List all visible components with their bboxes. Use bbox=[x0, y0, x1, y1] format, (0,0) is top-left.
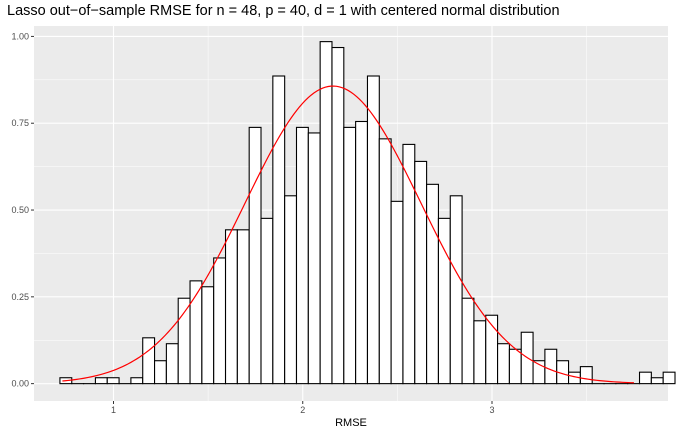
histogram-bar bbox=[319, 41, 333, 385]
x-axis-title: RMSE bbox=[335, 417, 367, 429]
histogram-bar bbox=[284, 195, 298, 385]
histogram-bar bbox=[461, 297, 475, 385]
histogram-bar bbox=[544, 348, 558, 385]
histogram-bar bbox=[260, 217, 274, 385]
histogram-bar bbox=[142, 337, 156, 385]
histogram-bar bbox=[331, 46, 345, 385]
histogram-bar bbox=[295, 126, 309, 385]
histogram-bar bbox=[154, 360, 167, 385]
histogram-bar bbox=[248, 126, 262, 385]
y-tick-label: 0.00 bbox=[11, 379, 29, 389]
histogram-bar bbox=[662, 371, 676, 385]
histogram-bar bbox=[426, 183, 439, 385]
histogram-bar bbox=[272, 75, 286, 385]
histogram-bar bbox=[307, 132, 321, 385]
histogram-bar bbox=[130, 377, 144, 385]
histogram-bars bbox=[59, 41, 676, 385]
histogram-bar bbox=[213, 257, 227, 385]
histogram-bar bbox=[579, 366, 593, 385]
histogram-bar bbox=[201, 286, 215, 385]
histogram-bar bbox=[508, 348, 522, 385]
normal-density-curve bbox=[62, 85, 634, 384]
histogram-bar bbox=[650, 377, 664, 385]
histogram-bar bbox=[638, 371, 652, 385]
x-tick-label: 3 bbox=[489, 405, 494, 415]
histogram-bar bbox=[94, 377, 108, 385]
y-tick-label: 1.00 bbox=[11, 31, 29, 41]
histogram-bar bbox=[343, 126, 357, 385]
histogram-bar bbox=[106, 377, 120, 385]
y-tick-label: 0.75 bbox=[11, 118, 29, 128]
x-axis: 1 2 3 bbox=[111, 401, 495, 415]
histogram-bar bbox=[177, 297, 191, 385]
x-tick-label: 2 bbox=[300, 405, 305, 415]
histogram-bar bbox=[165, 343, 179, 385]
x-tick-label: 1 bbox=[111, 405, 116, 415]
chart-title: Lasso out−of−sample RMSE for n = 48, p =… bbox=[7, 3, 560, 19]
histogram-bar bbox=[378, 138, 392, 385]
histogram-bar bbox=[189, 280, 203, 385]
histogram-bar bbox=[449, 195, 463, 385]
y-tick-label: 0.25 bbox=[11, 292, 29, 302]
histogram-bar bbox=[355, 120, 369, 385]
histogram-bar bbox=[390, 200, 404, 385]
y-tick-label: 0.50 bbox=[11, 205, 29, 215]
histogram-bar bbox=[402, 143, 416, 385]
y-axis: 0.00 0.25 0.50 0.75 1.00 bbox=[11, 31, 34, 389]
histogram-bar bbox=[224, 229, 238, 385]
histogram-bar bbox=[497, 343, 510, 385]
histogram-bar bbox=[473, 320, 487, 385]
histogram-bar bbox=[236, 229, 250, 385]
